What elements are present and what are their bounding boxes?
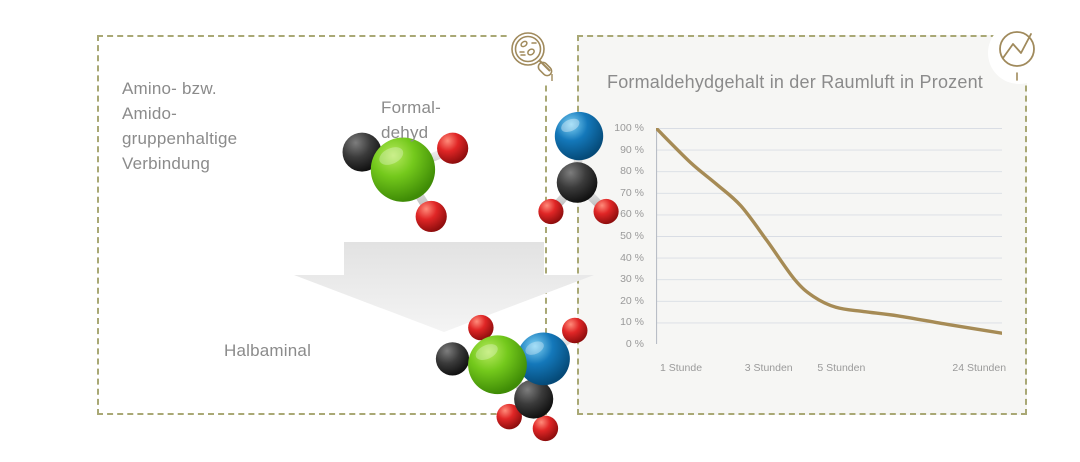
- y-axis-labels: 100 % 90 % 80 % 70 % 60 % 50 % 40 % 30 % 20 % 10 …: [600, 118, 644, 350]
- x-axis-tick-label: 5 Stunden: [817, 362, 866, 374]
- amino-compound-label: Amino- bzw. Amido- gruppenhaltige Verbin…: [122, 79, 238, 173]
- y-axis-tick-label: 20 %: [620, 294, 644, 307]
- y-axis-tick-label: 50 %: [620, 230, 644, 242]
- x-axis-tick-label: 24 Stunden: [952, 362, 1007, 374]
- halbaminal-label: Halbaminal: [224, 341, 312, 360]
- trend-chart-badge: [988, 22, 1050, 84]
- chart-panel: [577, 35, 1027, 415]
- reaction-panel: [97, 35, 619, 442]
- halbaminal-molecule: [435, 314, 588, 442]
- formaldehyde-label: Formal- dehyd: [381, 98, 441, 142]
- chart-area: 100 % 90 % 80 % 70 % 60 % 50 % 40 % 30 % 20 % 10 …: [600, 118, 1010, 383]
- line-chart-svg: [654, 126, 1004, 345]
- y-axis-tick-label: 70 %: [620, 186, 644, 199]
- y-axis-tick-label: 60 %: [620, 208, 644, 221]
- y-axis-tick-label: 0 %: [625, 338, 644, 350]
- y-axis-tick-label: 30 %: [620, 273, 644, 286]
- data-line: [654, 126, 1004, 335]
- y-axis-tick-label: 80 %: [620, 165, 644, 178]
- y-axis-tick-label: 40 %: [620, 251, 644, 264]
- chart-title: Formaldehydgehalt in der Raumluft in Pro…: [607, 72, 983, 92]
- trend-chart-icon: [999, 31, 1035, 81]
- plot-region: [654, 126, 1004, 345]
- y-axis-tick-label: 10 %: [620, 316, 644, 329]
- x-axis-tick-label: 1 Stunde: [660, 362, 703, 374]
- x-axis-tick-label: 3 Stunden: [744, 362, 793, 374]
- amino-compound-molecule: [342, 132, 469, 233]
- y-axis-tick-label: 90 %: [620, 143, 644, 156]
- magnifier-germs-icon: [511, 32, 553, 81]
- formaldehyde-molecule: [538, 111, 619, 225]
- magnifier-germs-badge: [502, 24, 564, 86]
- y-axis-tick-label: 100 %: [614, 122, 644, 134]
- down-arrow-icon: [294, 242, 594, 332]
